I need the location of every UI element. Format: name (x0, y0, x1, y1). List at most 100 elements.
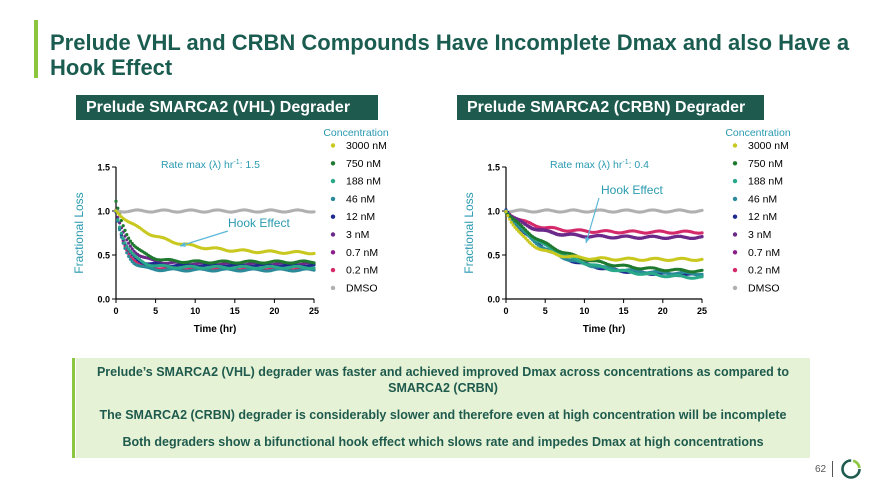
legend-label: 750 nM (346, 158, 381, 170)
legend-title: Concentration (323, 127, 389, 139)
legend-marker (732, 250, 738, 255)
legend-label: 188 nM (346, 176, 381, 188)
legend-label: 0.2 nM (346, 265, 378, 277)
x-tick-label: 25 (309, 306, 319, 316)
series-188-nm (114, 209, 316, 270)
legend-marker (732, 196, 738, 202)
x-tick-label: 25 (697, 306, 707, 316)
legend-label: 12 nM (346, 211, 375, 223)
legend-label: DMSO (346, 282, 378, 294)
hook-arrow-head (585, 237, 590, 243)
data-point (511, 223, 515, 227)
y-tick-label: 1.0 (487, 207, 500, 217)
data-point (121, 237, 125, 241)
legend-marker (732, 214, 738, 219)
y-tick-label: 1.5 (487, 163, 500, 173)
legend-marker (732, 143, 738, 148)
legend-marker (732, 161, 738, 166)
crbn-panel-header: Prelude SMARCA2 (CRBN) Degrader (457, 95, 764, 120)
vhl-chart: 0.0 0.5 1.0 1.5 0 5 10 15 20 25 Time (hr) Fractiona… (72, 127, 389, 335)
legend-label: 750 nM (748, 158, 783, 170)
y-tick-label: 0.5 (487, 251, 500, 261)
summary-box: Prelude’s SMARCA2 (VHL) degrader was fas… (76, 358, 810, 458)
legend-label: 3 nM (748, 229, 771, 241)
summary-line-3: Both degraders show a bifunctional hook … (122, 435, 764, 449)
data-point (125, 251, 129, 255)
data-point (127, 254, 131, 258)
legend-marker (330, 161, 336, 166)
summary-line-2: The SMARCA2 (CRBN) degrader is considera… (99, 408, 787, 422)
legend-marker (330, 178, 336, 184)
data-point (700, 268, 704, 272)
legend-marker (732, 285, 738, 291)
y-tick-label: 1.5 (97, 163, 110, 173)
hook-arrow (179, 230, 229, 247)
rate-annotation: Rate max (λ) hr-1: 1.5 (161, 159, 260, 171)
hook-arrow-head (180, 241, 186, 247)
data-point (312, 251, 316, 256)
legend-label: 0.2 nM (748, 265, 780, 277)
legend-label: DMSO (748, 282, 780, 294)
summary-accent-bar (72, 358, 75, 458)
vhl-panel-header: Prelude SMARCA2 (VHL) Degrader (76, 95, 378, 120)
legend-label: 46 nM (346, 193, 375, 205)
y-axis-label: Fractional Loss (462, 192, 476, 273)
legend-marker (330, 214, 336, 219)
prelude-logo-icon (841, 459, 861, 479)
data-point (700, 272, 704, 276)
page-divider (832, 461, 833, 477)
legend-label: 188 nM (748, 176, 783, 188)
x-tick-label: 0 (503, 306, 508, 316)
legend-title: Concentration (725, 127, 791, 139)
data-point (118, 228, 122, 232)
series-750-nm (114, 199, 316, 265)
slide-title: Prelude VHL and CRBN Compounds Have Inco… (50, 30, 850, 80)
x-tick-label: 10 (579, 306, 589, 316)
data-point (508, 217, 512, 221)
legend-marker (732, 178, 738, 184)
legend-label: 12 nM (748, 211, 777, 223)
crbn-chart: 0.0 0.5 1.0 1.5 0 5 10 15 20 25 Time (hr) Fractiona… (462, 127, 791, 335)
x-tick-label: 0 (113, 306, 118, 316)
x-tick-label: 20 (269, 306, 279, 316)
summary-line-1: Prelude’s SMARCA2 (VHL) degrader was fas… (96, 365, 790, 395)
data-point (123, 228, 127, 232)
data-point (114, 199, 118, 203)
y-tick-label: 0.0 (487, 295, 500, 305)
legend-marker (330, 267, 336, 273)
data-point (128, 239, 132, 243)
data-point (121, 224, 125, 228)
data-point (116, 206, 120, 210)
legend-marker (330, 232, 336, 237)
data-point (506, 214, 510, 218)
data-point (700, 257, 704, 261)
y-tick-label: 1.0 (97, 207, 110, 217)
legend-marker (330, 250, 336, 255)
hook-effect-label: Hook Effect (601, 183, 663, 197)
data-point (700, 275, 704, 279)
data-point (119, 218, 123, 223)
series-dmso (504, 208, 704, 214)
data-point (125, 233, 129, 237)
legend-label: 3 nM (346, 229, 369, 241)
y-axis-label: Fractional Loss (72, 192, 86, 273)
x-tick-label: 5 (543, 306, 548, 316)
data-point (119, 231, 123, 235)
data-point (700, 231, 704, 235)
legend-label: 3000 nM (748, 140, 789, 152)
data-point (128, 244, 132, 248)
data-point (312, 266, 316, 270)
legend-label: 0.7 nM (346, 247, 378, 259)
series-0p2-nm (504, 209, 704, 235)
x-tick-label: 5 (153, 306, 158, 316)
x-tick-label: 10 (190, 306, 200, 316)
data-point (116, 215, 120, 219)
data-point (123, 241, 127, 245)
rate-annotation: Rate max (λ) hr-1: 0.4 (550, 159, 649, 171)
data-point (504, 210, 508, 214)
data-point (127, 236, 131, 240)
legend-marker (732, 232, 738, 237)
legend-marker (732, 267, 738, 273)
legend-label: 3000 nM (346, 140, 387, 152)
hook-effect-label: Hook Effect (228, 216, 290, 230)
